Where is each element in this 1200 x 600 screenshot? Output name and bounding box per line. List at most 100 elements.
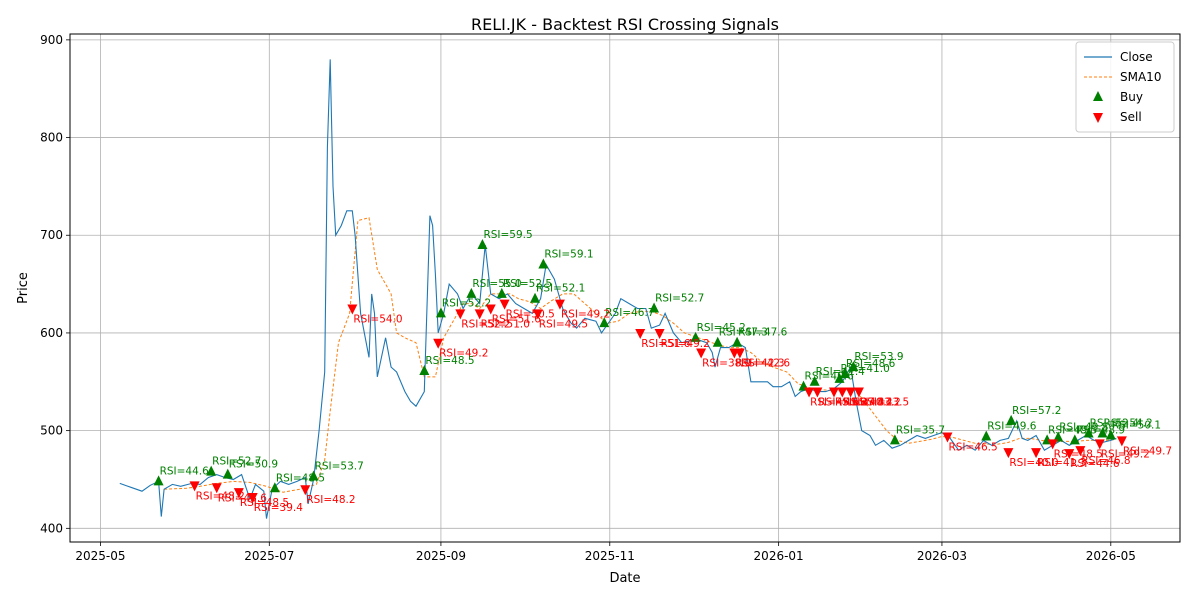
buy-marker [308, 470, 319, 481]
sell-marker [1003, 448, 1014, 459]
buy-marker [477, 239, 488, 250]
sell-marker [211, 483, 222, 494]
buy-marker [1069, 434, 1080, 445]
buy-annotation: RSI=44.6 [160, 465, 210, 477]
sell-annotation: RSI=39.4 [254, 502, 304, 514]
sell-marker [1047, 439, 1058, 450]
buy-marker [1083, 427, 1094, 438]
sell-annotation: RSI=46.8 [1081, 455, 1130, 467]
sell-marker [474, 309, 485, 320]
sell-annotation: RSI=42.3 [735, 357, 784, 369]
buy-marker [538, 258, 549, 269]
sell-marker [845, 387, 856, 398]
sell-annotation: RSI=40.0 [1009, 457, 1058, 469]
buy-annotation: RSI=46.7 [605, 307, 654, 319]
sell-annotation: RSI=43.5 [860, 397, 909, 409]
y-tick-label: 500 [40, 424, 63, 438]
buy-annotation: RSI=49.8 [1059, 421, 1108, 433]
sell-marker [189, 481, 200, 492]
sell-marker [1116, 436, 1127, 447]
sell-annotation: RSI=49.2 [439, 348, 488, 360]
legend-item: Sell [1093, 110, 1142, 124]
buy-marker [690, 331, 701, 342]
x-tick-label: 2025-11 [585, 549, 635, 563]
buy-marker [848, 361, 859, 372]
buy-marker [840, 367, 851, 378]
sell-marker [696, 348, 707, 359]
buy-marker [435, 307, 446, 318]
sell-annotation: RSI=52.2 [461, 318, 510, 330]
buy-annotation: RSI=52.4 [1090, 418, 1140, 430]
sell-annotation: RSI=40.2 [843, 397, 892, 409]
buy-annotation: RSI=55.0 [472, 278, 521, 290]
sell-annotation: RSI=41.2 [818, 397, 867, 409]
x-tick-label: 2026-01 [754, 549, 804, 563]
close-line [119, 59, 1117, 519]
sell-annotation: RSI=49.7 [1123, 445, 1172, 457]
sell-annotation: RSI=49.2 [1101, 448, 1150, 460]
buy-annotation: RSI=48.5 [276, 472, 325, 484]
buy-marker [530, 292, 541, 303]
sell-annotation: RSI=51.0 [481, 318, 530, 330]
legend-label: Close [1120, 50, 1153, 64]
sell-marker [300, 485, 311, 496]
y-tick-label: 400 [40, 521, 63, 535]
buy-annotation: RSI=52.1 [536, 283, 585, 295]
sell-marker [1094, 439, 1105, 450]
sell-annotation: RSI=41.3 [1037, 457, 1086, 469]
legend-item: SMA10 [1084, 70, 1161, 84]
buy-annotation: RSI=52.7 [655, 293, 704, 305]
legend-item: Close [1084, 50, 1153, 64]
x-axis-label: Date [609, 571, 640, 586]
buy-marker [834, 372, 845, 383]
sell-marker [734, 348, 745, 359]
buy-annotation: RSI=35.7 [896, 424, 945, 436]
legend-box [1075, 41, 1175, 133]
buy-annotation: RSI=47.6 [738, 327, 788, 339]
buy-annotation: RSI=57.2 [1012, 405, 1061, 417]
buy-annotation: RSI=49.6 [987, 420, 1037, 432]
sell-marker [1075, 446, 1086, 457]
y-tick-label: 800 [40, 131, 63, 145]
buy-marker [1053, 431, 1064, 442]
buy-annotation: RSI=52.7 [212, 456, 261, 468]
buy-marker [466, 287, 477, 298]
x-tick-label: 2025-09 [416, 549, 466, 563]
sell-annotation: RSI=45.5 [810, 397, 859, 409]
sell-marker [1031, 448, 1042, 459]
buy-marker [1097, 427, 1108, 438]
legend-item: Buy [1093, 90, 1143, 104]
buy-annotation: RSI=59.5 [483, 229, 532, 241]
sell-marker [837, 387, 848, 398]
y-tick-label: 900 [40, 33, 63, 47]
legend-swatch [1093, 113, 1103, 123]
y-axis: 400 500 600 700 800 900 [40, 33, 70, 535]
buy-annotation: RSI=52.2 [442, 297, 491, 309]
legend-label: Buy [1120, 90, 1143, 104]
buy-marker [206, 465, 217, 476]
buy-annotation: RSI=59.1 [544, 249, 593, 261]
buy-marker [732, 336, 743, 347]
buy-marker [649, 302, 660, 313]
sell-annotation: RSI=50.5 [506, 309, 555, 321]
sell-marker [433, 338, 444, 349]
buy-marker [889, 434, 900, 445]
sell-marker [499, 299, 510, 310]
legend-swatch [1093, 91, 1103, 101]
sell-annotation: RSI=48.2 [306, 494, 355, 506]
sell-marker [347, 304, 358, 315]
y-tick-label: 700 [40, 228, 63, 242]
buy-marker [222, 468, 233, 479]
buy-annotation: RSI=47.3 [719, 327, 768, 339]
sell-marker [1064, 449, 1075, 460]
signal-markers: RSI=44.6RSI=52.7RSI=50.9RSI=48.5RSI=53.7… [153, 229, 1172, 514]
legend-label: SMA10 [1120, 70, 1161, 84]
x-tick-label: 2025-07 [244, 549, 294, 563]
buy-annotation: RSI=48.6 [846, 358, 896, 370]
buy-marker [419, 365, 430, 376]
y-axis-label: Price [16, 272, 31, 304]
buy-annotation: RSI=50.9 [229, 459, 278, 471]
buy-annotation: RSI=45.2 [697, 322, 746, 334]
buy-annotation: RSI=53.7 [315, 461, 364, 473]
